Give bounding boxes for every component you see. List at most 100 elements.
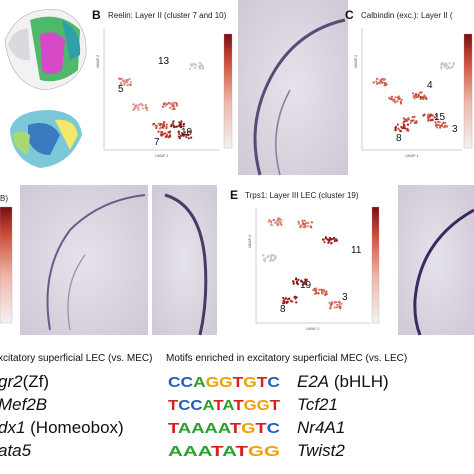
cell-dot: [280, 219, 283, 222]
cell-dot: [304, 225, 307, 228]
cell-dot: [199, 67, 202, 70]
cell-dot: [165, 133, 168, 136]
section-heading: Motifs enriched in excitatory superficia…: [166, 353, 407, 364]
cell-dot: [283, 300, 286, 303]
cell-dot: [327, 241, 330, 244]
cell-dot: [433, 116, 436, 119]
cell-dot: [338, 303, 341, 306]
cell-dot: [301, 283, 304, 287]
cluster-label: 8: [280, 304, 286, 315]
cell-dot: [268, 219, 271, 222]
cell-dot: [333, 236, 336, 239]
cell-dot: [272, 218, 275, 222]
cluster-label: 19: [300, 280, 312, 291]
cell-dot: [164, 104, 167, 107]
cell-dot: [185, 136, 188, 139]
panel-letter: C: [345, 8, 354, 22]
cell-dot: [178, 132, 181, 136]
cell-dot: [202, 65, 205, 68]
cell-dot: [314, 290, 317, 293]
cell-dot: [443, 125, 446, 128]
cell-dot: [383, 78, 386, 81]
cell-dot: [340, 302, 343, 305]
motif-name: Twist2: [297, 441, 345, 460]
cell-dot: [120, 82, 123, 85]
cell-dot: [399, 102, 403, 105]
cell-dot: [417, 93, 420, 97]
motif-name: Mef2B: [0, 395, 47, 414]
cell-dot: [397, 96, 400, 99]
cell-dot: [300, 280, 303, 283]
cell-dot: [305, 278, 308, 281]
cell-dot: [129, 83, 132, 86]
cell-dot: [394, 126, 397, 129]
cell-dot: [434, 121, 437, 124]
cell-dot: [189, 63, 192, 66]
colorbar: [0, 33, 473, 324]
cell-dot: [171, 108, 174, 111]
cell-dot: [295, 296, 298, 299]
cell-dot: [179, 134, 182, 138]
cell-dot: [163, 121, 166, 124]
cell-dot: [324, 237, 327, 240]
cell-dot: [452, 61, 455, 64]
cell-dot: [435, 118, 438, 121]
cell-dot: [144, 103, 147, 106]
motif-logo: C C A G G TG TC: [168, 374, 280, 391]
cell-dot: [330, 302, 333, 305]
cluster-label: 11: [351, 245, 362, 256]
cell-dot: [444, 64, 447, 67]
cell-dot: [333, 301, 336, 304]
cell-dot: [301, 219, 304, 222]
cell-dot: [170, 102, 173, 105]
cell-dot: [301, 222, 305, 225]
cell-dot: [329, 242, 333, 245]
cell-dot: [435, 123, 438, 126]
cell-dot: [280, 223, 283, 226]
motif-name: gr2: [0, 372, 23, 391]
cell-dot: [335, 306, 339, 309]
cell-dot: [413, 97, 416, 100]
cell-dot: [440, 63, 443, 66]
cell-dot: [274, 256, 277, 259]
cell-dot: [295, 277, 298, 280]
cell-dot: [173, 107, 176, 110]
motif-label: E2A (bHLH): [297, 372, 389, 391]
cell-dot: [282, 302, 285, 305]
cell-dot: [402, 125, 405, 129]
cell-dot: [133, 105, 136, 109]
cell-dot: [297, 222, 300, 225]
cell-dot: [287, 297, 290, 300]
cell-dot: [162, 103, 165, 106]
cluster-label: 4: [427, 80, 433, 91]
cell-dot: [423, 113, 426, 116]
cell-dot: [442, 63, 445, 66]
cell-dot: [334, 238, 337, 241]
cell-dot: [320, 288, 323, 291]
cell-dot: [427, 119, 430, 122]
brain-section: [20, 0, 474, 336]
cell-dot: [267, 254, 270, 257]
cell-dot: [270, 259, 273, 262]
cell-dot: [277, 217, 280, 220]
panel-title: Reelin: Layer II (cluster 7 and 10): [108, 11, 227, 20]
cell-dot: [428, 114, 432, 117]
cell-dot: [201, 67, 204, 70]
cell-dot: [126, 79, 129, 82]
cell-dot: [339, 307, 342, 310]
cell-dot: [406, 127, 409, 130]
cell-dot: [197, 65, 201, 68]
cell-dot: [285, 301, 288, 304]
cell-dot: [390, 95, 394, 98]
cell-dot: [310, 221, 313, 224]
cell-dot: [393, 99, 396, 102]
cell-dot: [172, 124, 175, 127]
cell-dot: [323, 290, 326, 293]
cell-dot: [325, 290, 328, 293]
cell-dot: [400, 125, 403, 128]
cell-dot: [402, 117, 405, 120]
cell-dot: [411, 119, 414, 122]
cell-dot: [403, 120, 406, 123]
cell-dot: [161, 133, 164, 136]
